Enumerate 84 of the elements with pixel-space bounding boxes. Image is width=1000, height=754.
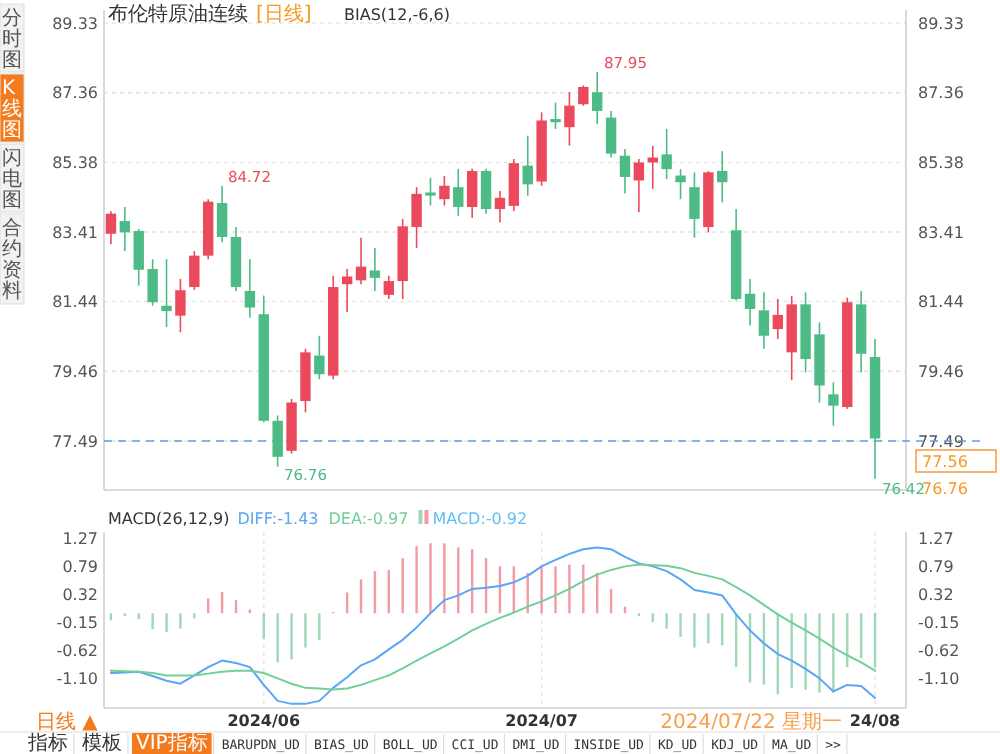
y2-tick-label: -0.15 bbox=[918, 613, 960, 632]
candlestick bbox=[689, 171, 700, 239]
candlestick bbox=[633, 158, 645, 214]
candlestick bbox=[425, 176, 436, 207]
y-tick-label: 85.38 bbox=[52, 154, 98, 173]
y2-tick-label: 0.79 bbox=[918, 557, 954, 576]
annotation: BIAS(12,-6,6) bbox=[344, 6, 450, 24]
y-tick-label: 87.36 bbox=[52, 84, 98, 103]
y2-tick-label: 87.36 bbox=[918, 84, 964, 103]
candlestick bbox=[605, 110, 617, 159]
candlestick bbox=[744, 278, 756, 327]
y2-tick-label: 89.33 bbox=[918, 14, 964, 33]
candlestick bbox=[564, 91, 575, 147]
candlestick bbox=[453, 168, 464, 217]
text: 2024/07/22 星期一 bbox=[660, 710, 842, 734]
y-tick-label: 79.46 bbox=[52, 363, 98, 382]
text: 模板 bbox=[82, 731, 122, 754]
text: DIFF:-1.43 bbox=[237, 510, 319, 528]
y2-tick-label: 1.27 bbox=[918, 529, 954, 548]
y2-tick-label: 79.46 bbox=[918, 363, 964, 382]
candlestick bbox=[355, 236, 367, 286]
candlestick bbox=[661, 128, 672, 180]
y-tick-label: 1.27 bbox=[62, 529, 98, 548]
candlestick bbox=[619, 148, 631, 195]
text: 合约资料 bbox=[2, 216, 22, 303]
y-tick-label: 81.44 bbox=[52, 293, 98, 312]
candlestick bbox=[758, 291, 770, 350]
candlestick bbox=[578, 84, 589, 107]
y2-tick-label: 85.38 bbox=[918, 154, 964, 173]
text: 分时图 bbox=[2, 6, 22, 72]
y-tick-label: 77.49 bbox=[52, 432, 98, 451]
text: 闪电图 bbox=[2, 146, 22, 212]
chart-title: MACD(26,12,9) bbox=[108, 510, 230, 528]
candlestick bbox=[550, 101, 561, 130]
candlestick bbox=[369, 247, 381, 292]
y-tick-label: 89.33 bbox=[52, 14, 98, 33]
x-tick-label: 24/08 bbox=[849, 712, 902, 730]
candlestick bbox=[244, 258, 256, 319]
text: 日线 ▲ bbox=[36, 710, 99, 734]
candlestick bbox=[466, 168, 478, 219]
y2-tick-label: 81.44 bbox=[918, 293, 964, 312]
y-tick-label: -0.62 bbox=[56, 641, 98, 660]
candlestick bbox=[480, 168, 492, 215]
legend-label: MACD:-0.92 bbox=[432, 510, 528, 528]
candlestick bbox=[272, 414, 283, 468]
candlestick bbox=[189, 250, 200, 291]
y-tick-label: -1.10 bbox=[56, 669, 98, 688]
candlestick bbox=[494, 190, 506, 224]
candlestick bbox=[314, 334, 325, 380]
candlestick bbox=[675, 168, 686, 200]
x-tick-label: 2024/07 bbox=[505, 712, 578, 730]
annotation: [日线] bbox=[256, 2, 312, 26]
y-tick-label: -0.15 bbox=[56, 613, 98, 632]
candlestick bbox=[717, 150, 728, 204]
text: 指标 bbox=[26, 731, 68, 754]
text: 77.56 bbox=[922, 453, 968, 471]
candlestick bbox=[828, 381, 839, 427]
candlestick bbox=[341, 268, 353, 313]
candlestick bbox=[175, 278, 186, 334]
candlestick bbox=[522, 134, 533, 197]
y2-tick-label: -0.62 bbox=[918, 641, 960, 660]
y-tick-label: 0.32 bbox=[62, 585, 98, 604]
y2-tick-label: 77.49 bbox=[918, 432, 964, 451]
line-series bbox=[109, 546, 877, 705]
y-tick-label: 0.79 bbox=[62, 557, 98, 576]
candlestick bbox=[161, 258, 172, 328]
text: 76.76 bbox=[922, 480, 968, 498]
candlestick bbox=[383, 274, 394, 300]
y2-tick-label: -1.10 bbox=[918, 669, 960, 688]
y2-tick-label: 83.41 bbox=[918, 223, 964, 242]
x-tick-label: 2024/06 bbox=[227, 712, 301, 730]
candlestick bbox=[592, 70, 603, 126]
candlestick bbox=[508, 158, 520, 212]
text: VIP指标 bbox=[136, 731, 208, 754]
text: DEA:-0.97 bbox=[328, 510, 409, 528]
chart-title: 布伦特原油连续 bbox=[108, 2, 248, 26]
candlestick bbox=[119, 206, 131, 252]
y-tick-label: 83.41 bbox=[52, 223, 98, 242]
candlestick bbox=[105, 210, 117, 246]
line-series bbox=[109, 563, 877, 691]
text: K线图 bbox=[2, 78, 22, 142]
y2-tick-label: 0.32 bbox=[918, 585, 954, 604]
candlestick bbox=[216, 184, 228, 244]
candlestick bbox=[439, 175, 450, 207]
